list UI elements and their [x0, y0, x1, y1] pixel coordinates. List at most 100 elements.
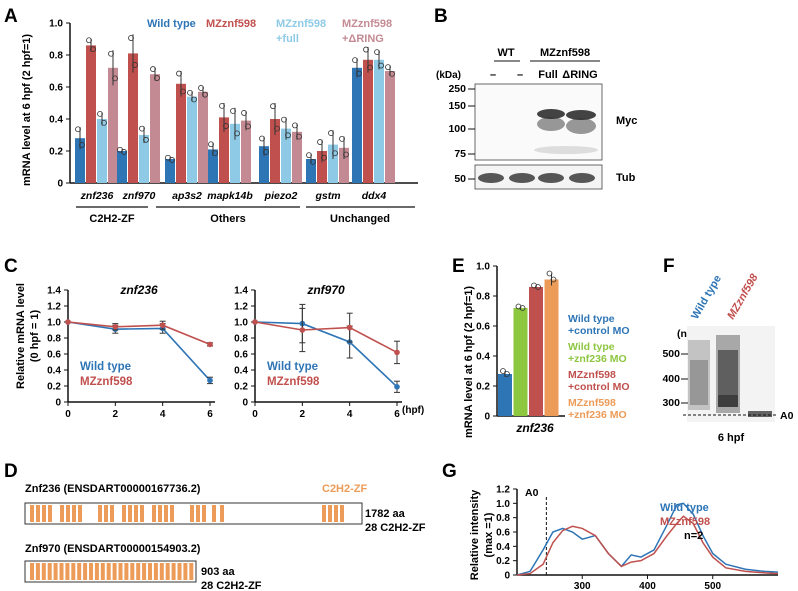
- lane-label-1: –: [490, 69, 496, 81]
- a-point: [202, 91, 208, 98]
- zf-domain: [48, 505, 52, 522]
- c-legend: MZznf598: [267, 376, 320, 388]
- zf-domain: [118, 563, 123, 580]
- zf-domain: [177, 563, 182, 580]
- zf-domain: [83, 563, 88, 580]
- a-ytick-label: 0.8: [49, 51, 63, 62]
- zf-domain: [122, 505, 126, 522]
- c-ytick-label: 0.8: [47, 334, 61, 345]
- e-ytick-label: 0.8: [476, 292, 490, 303]
- zf-domain: [170, 505, 174, 522]
- c-ytick-label: 0.6: [234, 350, 248, 361]
- a-point: [234, 130, 240, 137]
- a-point: [121, 149, 127, 155]
- panel-e-legend: Wild type +control MO Wild type +znf236 …: [568, 313, 630, 421]
- c-ytick-label: 1.2: [47, 302, 61, 313]
- zf-domain: [128, 505, 132, 522]
- zf-domain: [71, 563, 76, 580]
- domain-label: C2H2-ZF: [322, 483, 368, 495]
- a-point: [385, 64, 391, 71]
- blot-kda-label: (kDa): [436, 70, 461, 81]
- a-category-label: gstm: [314, 190, 340, 202]
- zf-domain: [66, 505, 70, 522]
- a-point: [132, 62, 138, 68]
- a-bar: [75, 138, 85, 183]
- zf-domain: [158, 505, 162, 522]
- panel-e-xlabel: znf236: [515, 421, 554, 435]
- panel-a-yticks: 0 0.2 0.4 0.6 0.8 1.0: [49, 19, 70, 190]
- c-ytick-label: 0.4: [234, 366, 248, 377]
- c-series-line: [67, 321, 211, 381]
- legend-wild-type: Wild type: [147, 18, 196, 30]
- c-xtick-label: 0: [65, 409, 71, 420]
- e-bar: [544, 279, 559, 416]
- protein2-zf-count: 28 C2H2-ZF: [201, 580, 262, 591]
- zf-domain: [196, 505, 200, 522]
- c-point: [65, 319, 71, 325]
- a-ytick-label: 1.0: [49, 19, 63, 30]
- zf-domain: [190, 505, 194, 522]
- protein1-zf-domains: [30, 505, 344, 522]
- a-point: [274, 125, 280, 132]
- a-bar: [86, 45, 96, 184]
- a-bar: [139, 135, 149, 183]
- zf-domain: [94, 563, 99, 580]
- protein2-zf-domains: [30, 563, 194, 580]
- blot-wt-label: WT: [497, 47, 514, 59]
- blot-myc: [474, 83, 603, 161]
- g-xtick-label: 400: [639, 581, 656, 591]
- a-bar: [165, 159, 175, 183]
- e-point: [504, 371, 510, 377]
- c-xtick-label: 2: [113, 409, 119, 420]
- g-legend-mz: MZznf598: [660, 516, 710, 528]
- a-point: [208, 141, 214, 148]
- c-point: [112, 324, 119, 330]
- panel-c-ylabel-2: (0 hpf = 1): [29, 310, 41, 363]
- e-legend-4a: MZznf598: [568, 397, 616, 409]
- a-point: [296, 133, 302, 140]
- panel-label-f: F: [663, 256, 675, 277]
- c-point: [394, 349, 400, 356]
- zf-domain: [142, 563, 147, 580]
- blot-mz-label: MZznf598: [540, 47, 590, 59]
- g-ytick-label: 0: [504, 571, 510, 582]
- zf-domain: [328, 505, 332, 522]
- a-ytick-label: 0.2: [49, 147, 63, 158]
- g-xtick-label: 500: [704, 581, 721, 591]
- zf-domain: [35, 563, 40, 580]
- c-point: [346, 324, 353, 331]
- g-ytick-label: 0.6: [496, 528, 510, 539]
- panel-c-plot-znf236: 0 0.2 0.4 0.6 0.8 1.0 1.2 1.4 0 2 4 6 znf236 Wild typ…: [47, 283, 215, 420]
- zf-domain: [110, 505, 114, 522]
- a-bar: [219, 117, 229, 183]
- a-bar: [259, 146, 269, 183]
- protein1-length: 1782 aa: [365, 508, 406, 520]
- c-ytick-label: 1.0: [234, 318, 248, 329]
- a-bar: [187, 96, 197, 183]
- a-point: [241, 110, 247, 116]
- a-point: [169, 157, 175, 163]
- c-ytick-label: 0: [242, 398, 248, 409]
- c-ytick-label: 1.2: [234, 302, 248, 313]
- zf-domain: [152, 505, 156, 522]
- a-point: [101, 119, 107, 126]
- e-legend-1b: +control MO: [568, 325, 630, 337]
- zf-domain: [47, 563, 52, 580]
- a-bar: [339, 147, 349, 183]
- c-point: [299, 327, 306, 333]
- a-category-label: ddx4: [362, 190, 387, 202]
- legend-mz-full-1: MZznf598: [276, 18, 326, 30]
- a-bar: [150, 74, 160, 183]
- a-bar: [128, 53, 138, 184]
- g-ytick-label: 1.2: [496, 485, 510, 496]
- group-label-others: Others: [210, 213, 245, 225]
- zf-domain: [159, 563, 164, 580]
- panel-g-ylabel-2: (max =1): [483, 512, 495, 557]
- e-point: [500, 368, 506, 374]
- protein2-name: Znf970 (ENSDART00000154903.2): [25, 543, 201, 555]
- gel-marker-500: 500: [662, 348, 680, 360]
- lane-label-4: ΔRING: [562, 69, 597, 81]
- a-point: [128, 35, 134, 41]
- g-series-line: [516, 515, 779, 576]
